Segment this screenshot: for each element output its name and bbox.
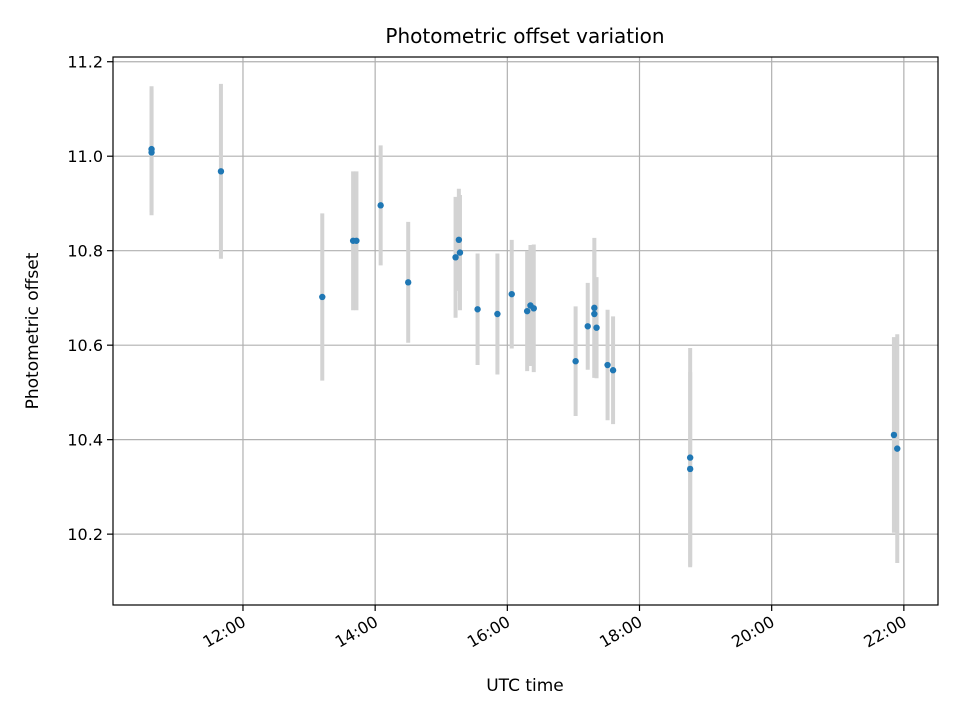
- data-point: [686, 465, 694, 473]
- data-point: [604, 361, 611, 369]
- data-point: [455, 236, 463, 244]
- data-point: [474, 306, 481, 313]
- data-point: [377, 202, 384, 209]
- data-point: [609, 367, 617, 374]
- grid: [113, 57, 938, 605]
- y-tick-label: 10.8: [67, 242, 103, 261]
- data-point: [217, 168, 225, 175]
- x-tick-label: 14:00: [332, 612, 381, 652]
- y-tick-label: 11.2: [67, 53, 103, 72]
- x-tick-label: 16:00: [464, 612, 513, 652]
- data-point: [494, 310, 501, 318]
- data-point: [452, 254, 459, 261]
- data-point: [404, 279, 412, 286]
- x-axis: 12:00 14:00 16:00 18:00 20:00 22:00: [200, 605, 910, 652]
- data-points: [148, 145, 901, 473]
- y-axis: 10.2 10.4 10.6 10.8 11.0 11.2: [67, 53, 113, 544]
- data-point: [353, 237, 360, 244]
- data-point: [686, 454, 694, 461]
- data-point: [591, 310, 598, 318]
- y-tick-label: 10.6: [67, 336, 103, 355]
- chart-title: Photometric offset variation: [385, 24, 664, 48]
- x-tick-label: 12:00: [200, 612, 249, 652]
- data-point: [148, 149, 155, 156]
- data-point: [530, 305, 537, 312]
- data-point: [584, 323, 591, 330]
- plot-frame: [112, 56, 939, 606]
- x-tick-label: 18:00: [596, 612, 645, 652]
- data-point: [593, 324, 600, 331]
- y-tick-label: 11.0: [67, 147, 103, 166]
- data-point: [894, 445, 901, 452]
- y-axis-label: Photometric offset: [23, 252, 43, 409]
- data-point: [890, 431, 898, 439]
- y-tick-label: 10.4: [67, 431, 103, 450]
- y-tick-label: 10.2: [67, 525, 103, 544]
- x-tick-label: 22:00: [860, 612, 909, 652]
- x-axis-label: UTC time: [486, 676, 564, 696]
- data-point: [508, 290, 515, 298]
- x-tick-label: 20:00: [728, 612, 777, 652]
- data-point: [523, 307, 531, 315]
- data-point: [319, 293, 326, 301]
- data-point: [456, 249, 464, 256]
- data-point: [591, 304, 598, 312]
- data-point: [572, 358, 579, 365]
